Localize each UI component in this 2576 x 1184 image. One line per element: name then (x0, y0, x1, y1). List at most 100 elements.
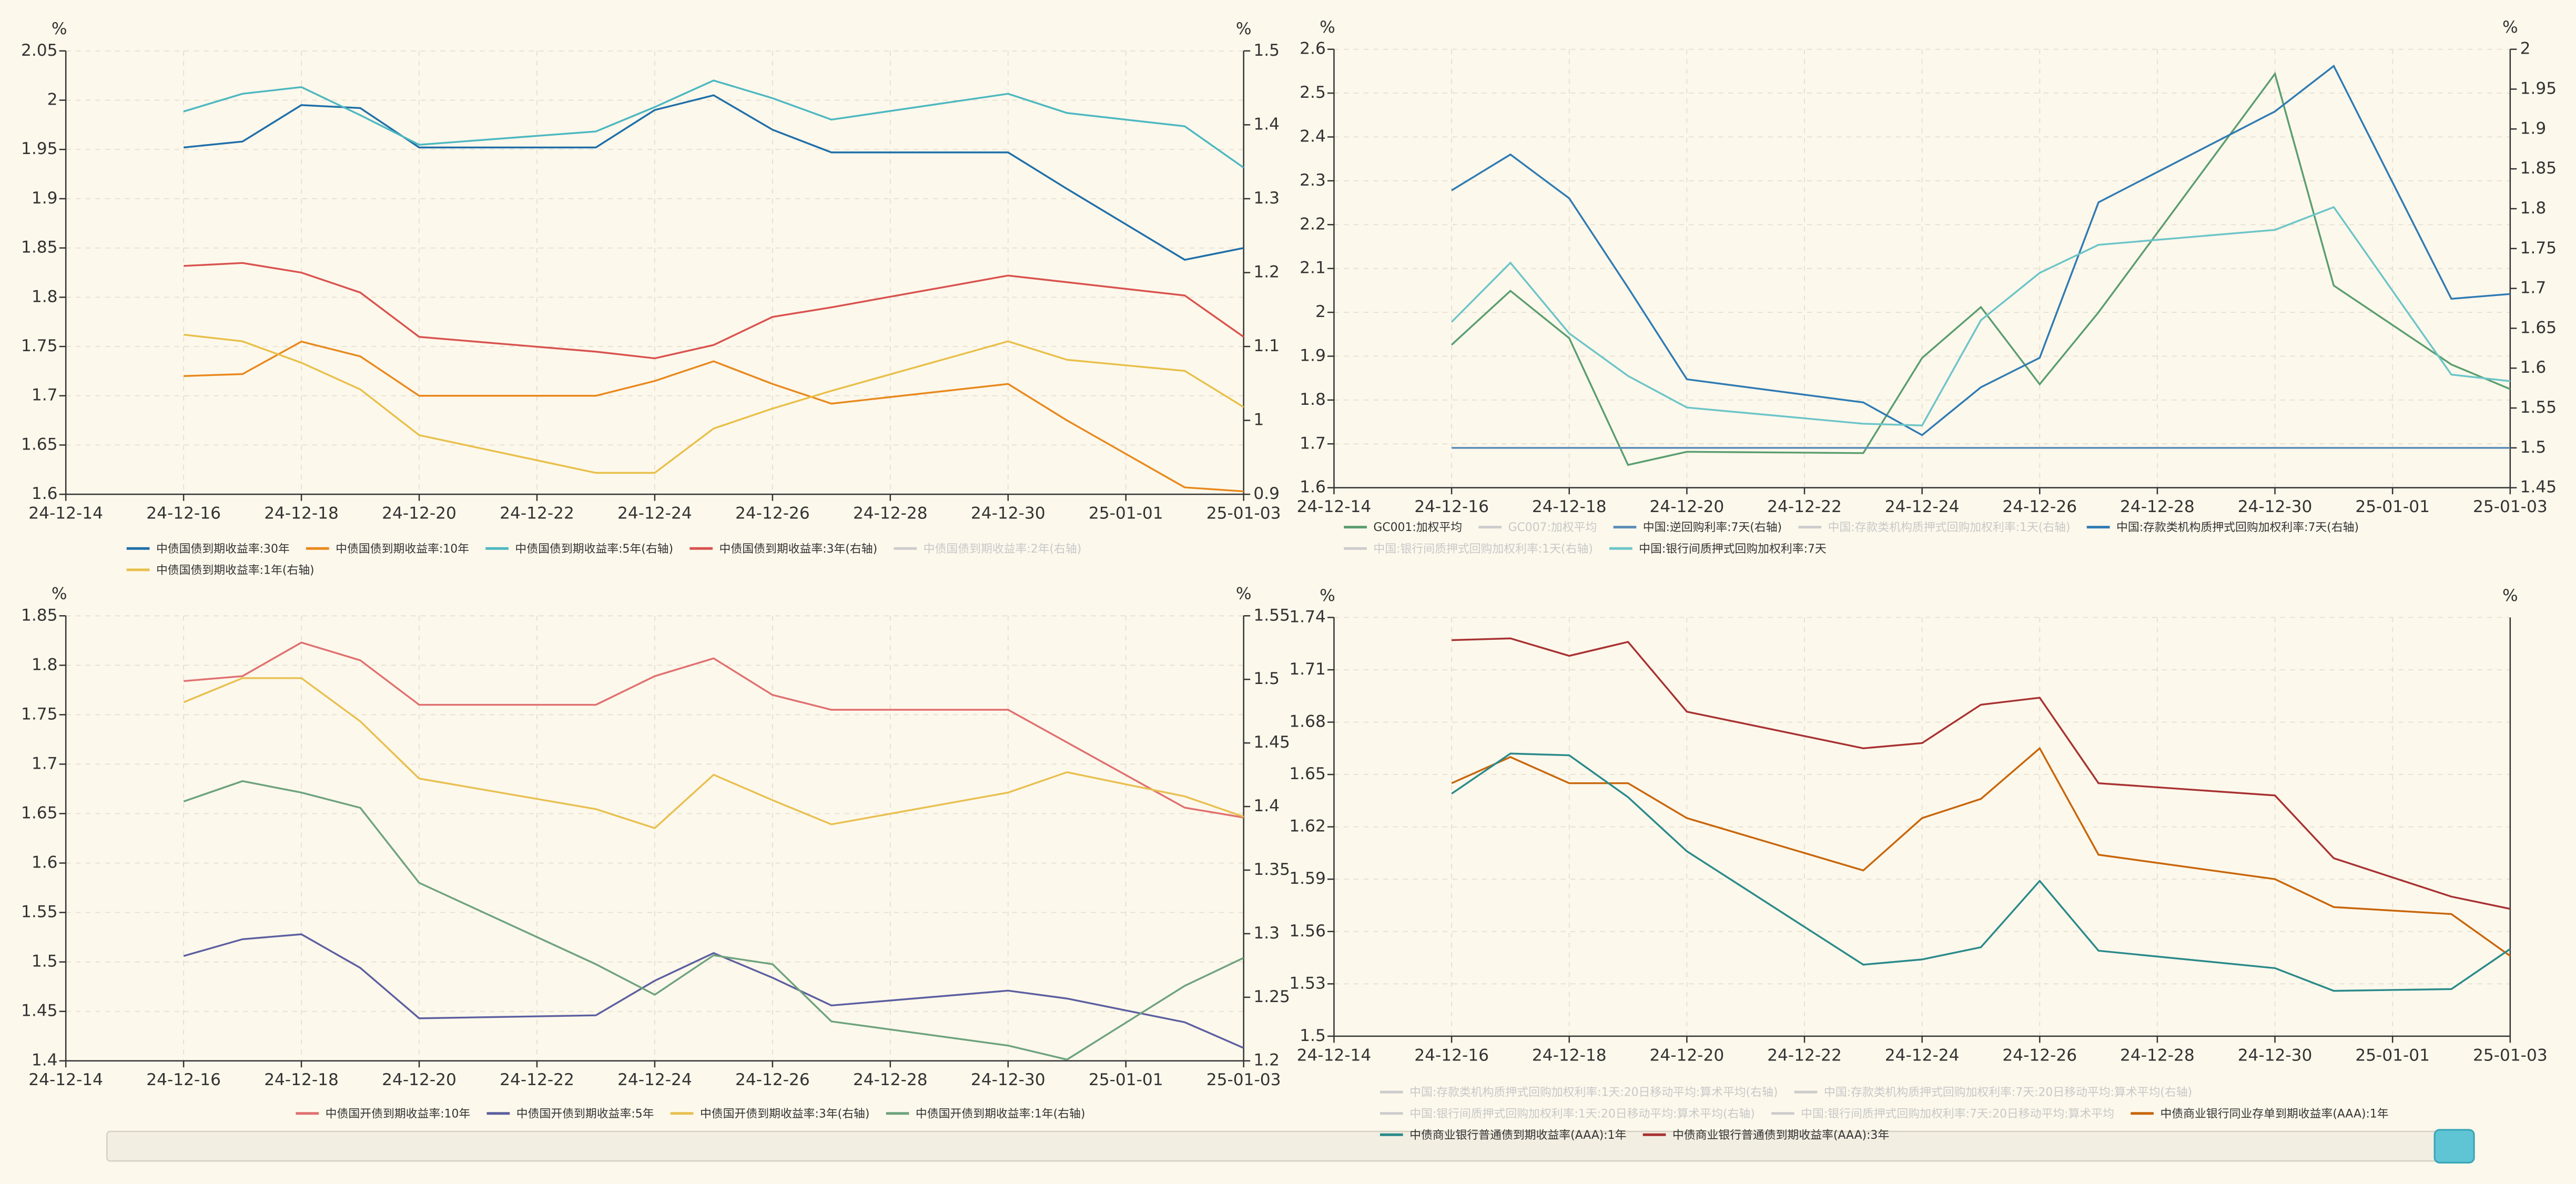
legend-item[interactable]: 中国:银行间质押式回购加权利率:7天:20日移动平均:算术平均 (1771, 1107, 2114, 1120)
series-line (1451, 72, 2511, 466)
y-tick-label: 1.75 (21, 705, 58, 723)
legend-item[interactable]: 中债商业银行普通债到期收益率(AAA):3年 (1642, 1129, 1890, 1142)
y-tick-label: 1.9 (1300, 346, 1326, 365)
legend-item[interactable]: 中国:银行间质押式回购加权利率:1天:20日移动平均:算术平均(右轴) (1380, 1107, 1755, 1120)
legend-item[interactable]: 中债国债到期收益率:3年(右轴) (689, 543, 877, 556)
series-line (183, 94, 1244, 261)
y2-tick-label: 1.85 (2520, 159, 2557, 178)
x-tick-label: 24-12-18 (1532, 497, 1607, 516)
legend-label: 中国:存款类机构质押式回购加权利率:1天:20日移动平均:算术平均(右轴) (1409, 1086, 1778, 1099)
y-tick-label: 2 (1315, 302, 1326, 321)
y-tick-label: 1.62 (1289, 817, 1326, 836)
legend-item[interactable]: GC007:加权平均 (1478, 521, 1597, 534)
y-tick-label: 1.5 (32, 952, 58, 971)
zoom-slider[interactable] (106, 1130, 2475, 1162)
y-tick-label: 1.56 (1289, 922, 1326, 941)
legend-item[interactable]: 中国:存款类机构质押式回购加权利率:7天:20日移动平均:算术平均(右轴) (1794, 1086, 2193, 1099)
x-tick-label: 25-01-01 (2355, 1046, 2430, 1065)
x-tick-label: 24-12-16 (1414, 497, 1489, 516)
y2-tick-label: 1.25 (1253, 987, 1290, 1006)
legend-item[interactable]: 中债国债到期收益率:10年 (306, 543, 469, 556)
y-tick-label: 1.7 (32, 386, 58, 405)
legend-item[interactable]: 中国:银行间质押式回购加权利率:1天(右轴) (1344, 543, 1593, 556)
y-tick-label: 1.4 (32, 1051, 58, 1070)
y2-tick-label: 1.8 (2520, 199, 2547, 218)
series-line (1451, 64, 2510, 436)
y2-tick-label: 1.3 (1253, 924, 1280, 943)
y2-unit: % (2502, 18, 2518, 37)
legend-item[interactable]: 中债国债到期收益率:2年(右轴) (894, 543, 1081, 556)
y2-tick-label: 1.55 (1253, 606, 1290, 625)
y2-tick-label: 1.5 (1253, 41, 1280, 60)
series-line (183, 79, 1244, 169)
y-tick-label: 1.85 (21, 238, 58, 257)
y-tick-label: 1.7 (32, 754, 58, 773)
legend-item[interactable]: 中国:存款类机构质押式回购加权利率:1天:20日移动平均:算术平均(右轴) (1380, 1086, 1778, 1099)
y-tick-label: 1.8 (1300, 390, 1326, 409)
y-tick-label: 1.95 (21, 139, 58, 158)
x-tick-label: 24-12-14 (28, 1070, 103, 1089)
x-tick-label: 24-12-14 (1297, 497, 1372, 516)
y-tick-label: 2.05 (21, 41, 58, 60)
y-tick-label: 1.55 (21, 903, 58, 922)
y-tick-label: 1.65 (21, 803, 58, 822)
legend-item[interactable]: 中债国开债到期收益率:3年(右轴) (670, 1107, 870, 1120)
series-line (1451, 752, 2511, 992)
y-tick-label: 1.68 (1289, 712, 1326, 731)
x-tick-label: 24-12-28 (2120, 1046, 2195, 1065)
y2-tick-label: 1.75 (2520, 239, 2557, 258)
legend-item[interactable]: 中债国债到期收益率:1年(右轴) (126, 564, 315, 577)
legend-label: 中债商业银行普通债到期收益率(AAA):1年 (1409, 1129, 1626, 1142)
y-tick-label: 1.8 (32, 287, 58, 306)
y-tick-label: 1.9 (32, 189, 58, 208)
x-tick-label: 24-12-22 (500, 1070, 574, 1089)
zoom-handle[interactable] (2433, 1129, 2475, 1163)
x-tick-label: 24-12-24 (617, 1070, 692, 1089)
legend-item[interactable]: 中国:存款类机构质押式回购加权利率:1天(右轴) (1798, 521, 2071, 534)
y2-tick-label: 1.95 (2520, 79, 2557, 98)
x-tick-label: 24-12-24 (1885, 1046, 1960, 1065)
legend-label: 中国:存款类机构质押式回购加权利率:7天:20日移动平均:算术平均(右轴) (1824, 1086, 2192, 1099)
x-tick-label: 25-01-03 (1206, 1070, 1281, 1089)
y2-tick-label: 1.2 (1253, 1051, 1280, 1070)
y-tick-label: 2.5 (1300, 83, 1326, 102)
x-tick-label: 24-12-30 (2238, 1046, 2313, 1065)
x-tick-label: 24-12-18 (1532, 1046, 1607, 1065)
x-tick-label: 24-12-30 (971, 504, 1046, 523)
y-tick-label: 1.65 (21, 435, 58, 454)
y-tick-label: 1.53 (1289, 974, 1326, 993)
y-tick-label: 1.74 (1289, 607, 1326, 626)
y-tick-label: 1.45 (21, 1002, 58, 1020)
y-tick-label: 2.1 (1300, 259, 1326, 278)
series-line (1451, 747, 2511, 957)
y-tick-label: 1.71 (1289, 660, 1326, 679)
legend-item[interactable]: 中债商业银行普通债到期收益率(AAA):1年 (1380, 1129, 1627, 1142)
legend-item[interactable]: 中债国开债到期收益率:5年 (486, 1107, 654, 1120)
legend-label: 中债国债到期收益率:5年(右轴) (515, 543, 673, 556)
x-tick-label: 24-12-16 (1414, 1046, 1489, 1065)
legend-label: 中债国开债到期收益率:1年(右轴) (916, 1107, 1086, 1120)
y-tick-label: 1.59 (1289, 869, 1326, 888)
legend-item[interactable]: 中国:逆回购利率:7天(右轴) (1613, 521, 1782, 534)
x-tick-label: 25-01-03 (1206, 504, 1281, 523)
y-tick-label: 1.6 (1300, 478, 1326, 497)
y2-tick-label: 1.55 (2520, 398, 2557, 417)
legend-label: 中国:银行间质押式回购加权利率:1天(右轴) (1373, 543, 1593, 556)
legend-label: 中债国债到期收益率:10年 (336, 543, 469, 556)
y-unit: % (1320, 586, 1335, 605)
y2-tick-label: 1.45 (1253, 733, 1290, 752)
x-tick-label: 24-12-24 (617, 504, 692, 523)
legend-item[interactable]: GC001:加权平均 (1344, 521, 1462, 534)
legend-item[interactable]: 中债国债到期收益率:5年(右轴) (485, 543, 673, 556)
legend-item[interactable]: 中债商业银行同业存单到期收益率(AAA):1年 (2131, 1107, 2389, 1120)
legend-item[interactable]: 中国:银行间质押式回购加权利率:7天 (1609, 543, 1827, 556)
legend-item[interactable]: 中债国开债到期收益率:10年 (296, 1107, 470, 1120)
y2-tick-label: 1.4 (1253, 797, 1280, 815)
legend-item[interactable]: 中债国开债到期收益率:1年(右轴) (886, 1107, 1086, 1120)
x-tick-label: 24-12-20 (1650, 497, 1725, 516)
x-tick-label: 24-12-14 (28, 504, 103, 523)
y-tick-label: 1.6 (32, 484, 58, 503)
legend-item[interactable]: 中债国债到期收益率:30年 (126, 543, 290, 556)
legend-item[interactable]: 中国:存款类机构质押式回购加权利率:7天(右轴) (2086, 521, 2359, 534)
